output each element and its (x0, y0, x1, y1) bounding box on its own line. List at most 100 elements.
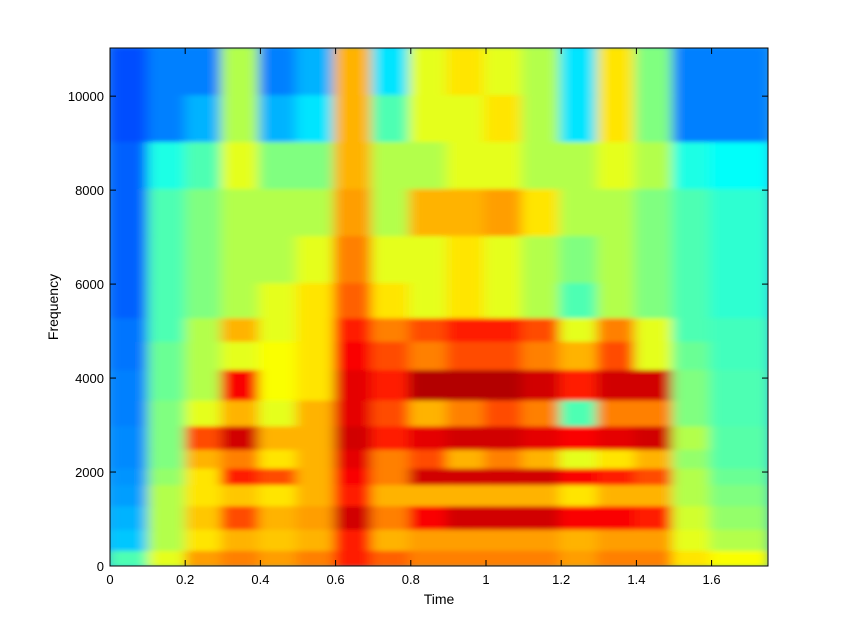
heatmap-cell (446, 142, 488, 192)
heatmap-cell (672, 95, 714, 145)
heatmap-cell (559, 142, 601, 192)
heatmap-cell (220, 236, 263, 286)
heatmap-cell (408, 468, 451, 488)
heatmap-cell (521, 283, 564, 321)
heatmap-cell (559, 506, 601, 532)
heatmap-cell (634, 400, 676, 429)
heatmap-cell (634, 48, 676, 98)
heatmap-cell (559, 318, 601, 344)
heatmap-cell (446, 449, 488, 471)
heatmap-cell (484, 550, 526, 566)
heatmap-cell (709, 142, 768, 192)
heatmap-cell (296, 506, 338, 532)
heatmap-cell (408, 318, 451, 344)
heatmap-cell (484, 449, 526, 471)
heatmap-cell (185, 485, 225, 509)
heatmap-cell (672, 142, 714, 192)
heatmap-cell (484, 189, 526, 239)
heatmap-cell (110, 485, 152, 509)
heatmap-cell (521, 95, 564, 145)
heatmap-cell (371, 449, 413, 471)
heatmap-cell (672, 468, 714, 488)
heatmap-cell (147, 189, 190, 239)
heatmap-cell (185, 341, 225, 373)
y-tick-label: 6000 (75, 277, 104, 292)
heatmap-cell (220, 550, 263, 566)
heatmap-cell (371, 485, 413, 509)
heatmap-cell (185, 48, 225, 98)
y-tick-label: 4000 (75, 371, 104, 386)
heatmap-cell (446, 318, 488, 344)
heatmap-cell (446, 95, 488, 145)
heatmap-cell (296, 550, 338, 566)
heatmap-cell (147, 400, 190, 429)
heatmap-cell (147, 236, 190, 286)
heatmap-cell (709, 426, 768, 452)
heatmap-cell (484, 426, 526, 452)
heatmap-cell (672, 370, 714, 403)
x-tick-label: 1 (482, 572, 489, 587)
heatmap-cell (333, 341, 376, 373)
heatmap-cell (220, 189, 263, 239)
heatmap-cell (371, 283, 413, 321)
heatmap-cell (110, 529, 152, 553)
heatmap-cell (672, 400, 714, 429)
heatmap-cell (147, 529, 190, 553)
heatmap-cell (110, 426, 152, 452)
heatmap-cell (559, 468, 601, 488)
heatmap-cell (185, 468, 225, 488)
heatmap-cell (484, 529, 526, 553)
heatmap-cell (672, 550, 714, 566)
heatmap-cell (296, 318, 338, 344)
heatmap-cell (333, 506, 376, 532)
heatmap-cell (333, 95, 376, 145)
heatmap-cell (333, 449, 376, 471)
heatmap-cell (296, 529, 338, 553)
x-tick-label: 1.4 (627, 572, 645, 587)
heatmap-cell (446, 341, 488, 373)
heatmap-cell (185, 426, 225, 452)
heatmap-cell (596, 468, 639, 488)
heatmap-cell (484, 142, 526, 192)
heatmap-cell (147, 95, 190, 145)
heatmap-cell (634, 370, 676, 403)
heatmap-cell (333, 426, 376, 452)
heatmap-cell (333, 370, 376, 403)
heatmap-cell (220, 529, 263, 553)
heatmap-cell (147, 485, 190, 509)
heatmap-cell (371, 468, 413, 488)
heatmap-cell (559, 341, 601, 373)
heatmap-cell (185, 189, 225, 239)
x-tick-label: 1.2 (552, 572, 570, 587)
heatmap-cell (258, 449, 300, 471)
heatmap-cell (408, 341, 451, 373)
heatmap-cell (634, 142, 676, 192)
heatmap-cell (185, 142, 225, 192)
heatmap-cell (220, 426, 263, 452)
heatmap-cell (296, 485, 338, 509)
heatmap-cell (371, 189, 413, 239)
heatmap-cell (110, 283, 152, 321)
heatmap-cell (521, 318, 564, 344)
heatmap-cell (559, 370, 601, 403)
heatmap-cell (371, 236, 413, 286)
heatmap-cell (596, 370, 639, 403)
heatmap-cell (634, 529, 676, 553)
heatmap-cell (634, 341, 676, 373)
heatmap-cell (185, 318, 225, 344)
heatmap-cell (258, 142, 300, 192)
heatmap-cell (258, 341, 300, 373)
heatmap-cell (672, 283, 714, 321)
heatmap-cell (484, 400, 526, 429)
heatmap-cell (446, 283, 488, 321)
spectrogram-heatmap (110, 48, 768, 566)
x-tick-label: 1.6 (703, 572, 721, 587)
heatmap-cell (110, 468, 152, 488)
heatmap-cell (258, 426, 300, 452)
heatmap-cell (709, 550, 768, 566)
heatmap-cell (634, 449, 676, 471)
heatmap-cell (596, 449, 639, 471)
x-tick-label: 0.6 (327, 572, 345, 587)
heatmap-cell (484, 506, 526, 532)
heatmap-cell (296, 142, 338, 192)
